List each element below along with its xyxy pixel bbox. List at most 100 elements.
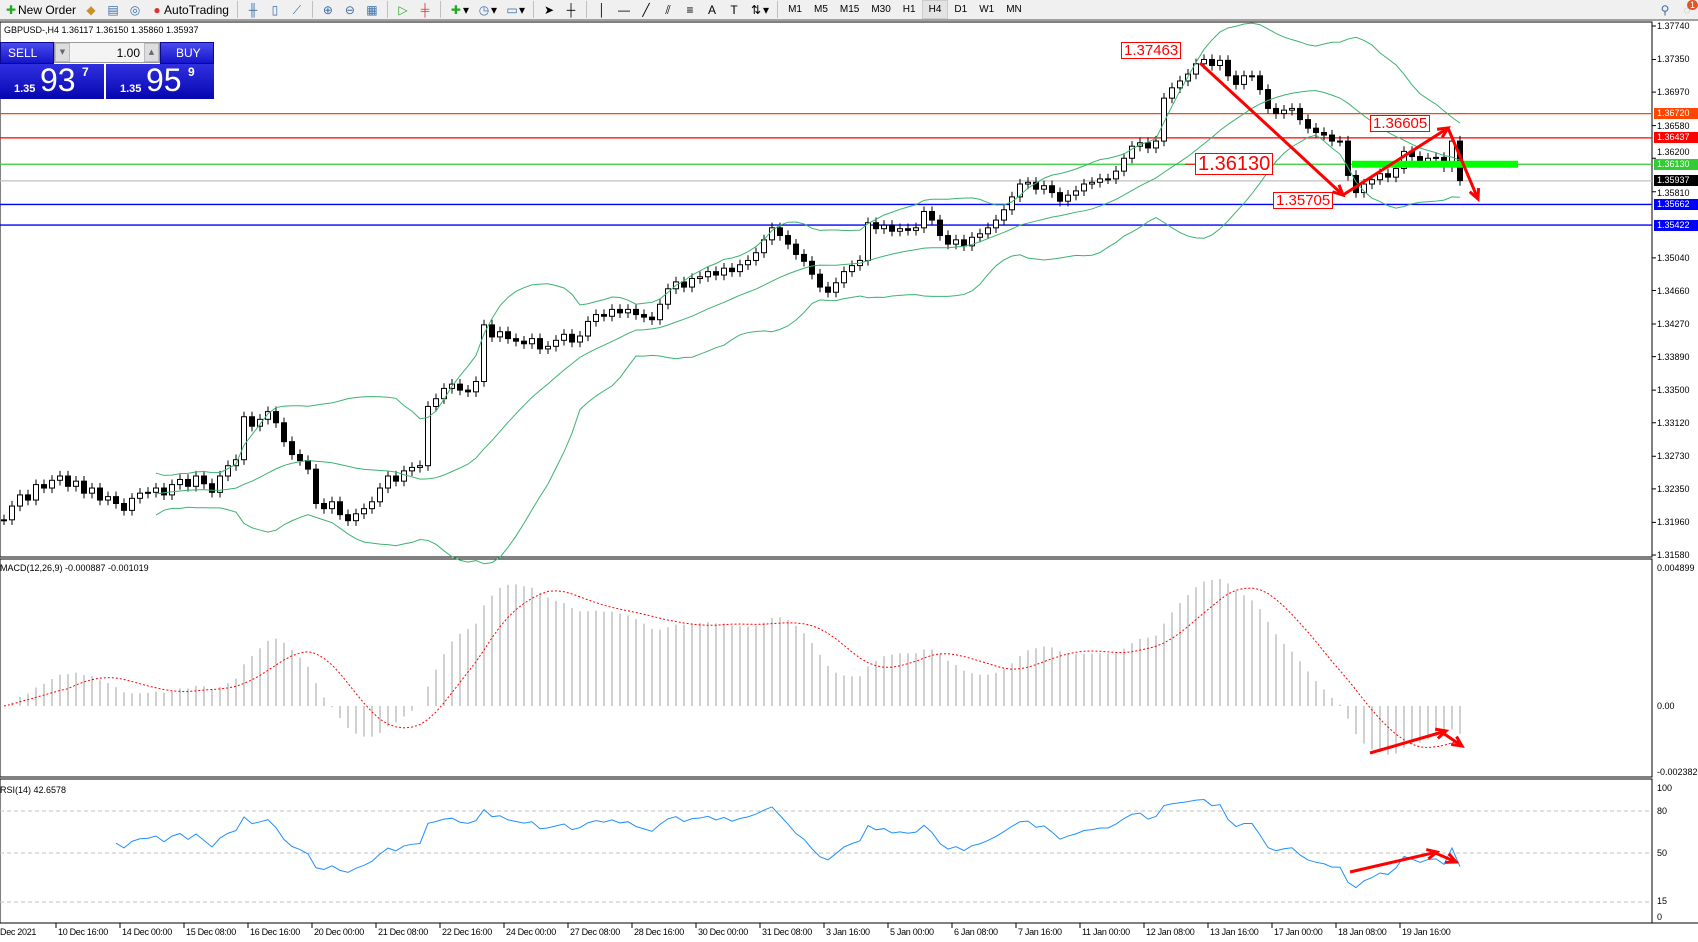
metaeditor-button[interactable]: ◆	[80, 0, 102, 19]
vertical-line-button[interactable]: │	[591, 0, 613, 19]
text-label-button[interactable]: T	[723, 0, 745, 19]
candle-body	[417, 465, 423, 468]
lot-increase-button[interactable]: ▲	[144, 43, 159, 62]
rsi-axis-50: 50	[1657, 848, 1668, 858]
buy-button[interactable]: BUY	[160, 42, 214, 64]
trendline-button[interactable]: ╱	[635, 0, 657, 19]
time-axis-label: 20 Dec 00:00	[314, 927, 364, 937]
candle-body	[953, 239, 959, 245]
time-axis-label: 14 Dec 00:00	[122, 927, 172, 937]
candle-body	[1129, 145, 1135, 159]
autotrading-stop-icon: ●	[153, 2, 161, 17]
time-axis-label: 24 Dec 00:00	[506, 927, 556, 937]
candle-body	[649, 316, 655, 321]
candle-body	[1289, 107, 1295, 111]
lot-size-input[interactable]: 1.00	[116, 45, 140, 60]
candle-body	[873, 222, 879, 230]
timeframe-m5[interactable]: M5	[813, 4, 828, 15]
candle-body	[361, 508, 367, 515]
zoom-in-icon: ⊕	[322, 2, 333, 17]
signals-button[interactable]: ◎	[124, 0, 146, 19]
candle-body	[1217, 59, 1223, 67]
candle-body	[969, 236, 975, 247]
bid-pips: 93	[40, 62, 76, 98]
rsi-axis-0: 0	[1657, 912, 1663, 922]
bar-chart-button[interactable]: ╫	[242, 0, 264, 19]
candle-body	[729, 267, 735, 273]
indicators-button[interactable]: ✚ ▾	[445, 0, 473, 19]
autoscroll-button[interactable]: ▷	[392, 0, 414, 19]
price-level-label: 1.35662	[1654, 198, 1698, 210]
channel-button[interactable]: ⫽	[657, 0, 679, 19]
price-axis-label: 1.34270	[1657, 319, 1690, 329]
timeframe-m15[interactable]: M15	[839, 4, 860, 15]
autotrading-button[interactable]: ● AutoTrading	[146, 0, 233, 19]
zoom-out-button[interactable]: ⊖	[339, 0, 361, 19]
candle-body	[65, 475, 71, 487]
zoom-in-button[interactable]: ⊕	[317, 0, 339, 19]
candle-body	[753, 252, 759, 261]
lot-size-stepper[interactable]: ▼ 1.00 ▲	[54, 42, 160, 63]
price-axis-label: 1.36580	[1657, 120, 1690, 131]
candle-body	[1385, 173, 1391, 178]
timeframe-m30[interactable]: M30	[871, 4, 891, 15]
horizontal-line-button[interactable]: —	[613, 0, 635, 19]
timeframe-h4[interactable]: H4	[921, 0, 949, 19]
periods-button[interactable]: ◷ ▾	[473, 0, 501, 19]
candle-body	[1265, 89, 1271, 109]
candle-body	[721, 267, 727, 276]
candle-body	[377, 487, 383, 503]
candle-body	[593, 314, 599, 322]
macd-arrow-up-head	[1434, 727, 1450, 740]
candlestick-icon: ▯	[271, 2, 279, 17]
lot-decrease-button[interactable]: ▼	[55, 43, 70, 62]
notifications-button[interactable]: ◌ 1	[1676, 0, 1698, 19]
candle-body	[897, 228, 903, 232]
candle-body	[809, 260, 815, 275]
cursor-button[interactable]: ➤	[538, 0, 560, 19]
price-axis-label: 1.34660	[1657, 285, 1690, 296]
divider	[311, 1, 313, 18]
rsi-label: RSI(14) 42.6578	[0, 785, 67, 795]
sell-button[interactable]: SELL	[0, 42, 54, 64]
crosshair-icon: ┼	[566, 2, 576, 17]
search-button[interactable]: ⚲	[1654, 0, 1676, 19]
new-order-button[interactable]: ✚ New Order	[0, 0, 80, 19]
timeframe-d1[interactable]: D1	[954, 4, 968, 15]
crosshair-button[interactable]: ┼	[560, 0, 582, 19]
ask-price[interactable]: 1.35 95 9	[106, 62, 214, 99]
candle-body	[937, 219, 943, 237]
annotation-high[interactable]: 1.37463	[1121, 42, 1182, 59]
terminal-button[interactable]: ▤	[102, 0, 124, 19]
trend-arrow-up-head	[1436, 126, 1451, 139]
templates-button[interactable]: ▭ ▾	[501, 0, 529, 19]
timeframe-h1[interactable]: H1	[902, 4, 916, 15]
candle-body	[1105, 178, 1111, 181]
arrows-button[interactable]: ⇅ ▾	[745, 0, 773, 19]
timeframe-m1[interactable]: M1	[788, 4, 802, 15]
bid-price[interactable]: 1.35 93 7	[0, 62, 104, 99]
fibonacci-button[interactable]: ≡	[679, 0, 701, 19]
candle-body	[353, 513, 359, 522]
price-axis-label: 1.35040	[1657, 252, 1690, 263]
candle-body	[849, 265, 855, 273]
chart-title: GBPUSD-,H4 1.36117 1.36150 1.35860 1.359…	[4, 25, 199, 35]
price-axis-label: 1.33500	[1657, 385, 1690, 396]
annotation-swing-high[interactable]: 1.36605	[1370, 115, 1431, 132]
book-icon: ◆	[86, 2, 96, 17]
timeframe-w1[interactable]: W1	[979, 4, 995, 15]
annotation-low[interactable]: 1.35705	[1273, 192, 1334, 209]
timeframe-mn[interactable]: MN	[1006, 4, 1022, 15]
candlestick-button[interactable]: ▯	[264, 0, 286, 19]
time-axis-label: 12 Jan 08:00	[1146, 927, 1195, 937]
candle-body	[913, 227, 919, 231]
candle-body	[81, 480, 87, 494]
annotation-mid[interactable]: 1.36130	[1195, 153, 1274, 175]
line-chart-button[interactable]: ⟋	[286, 0, 308, 19]
tile-windows-button[interactable]: ▦	[361, 0, 383, 19]
candle-body	[1041, 185, 1047, 190]
time-axis-label: 13 Jan 16:00	[1210, 927, 1259, 937]
chart-shift-button[interactable]: ╪	[414, 0, 436, 19]
text-button[interactable]: A	[701, 0, 723, 19]
